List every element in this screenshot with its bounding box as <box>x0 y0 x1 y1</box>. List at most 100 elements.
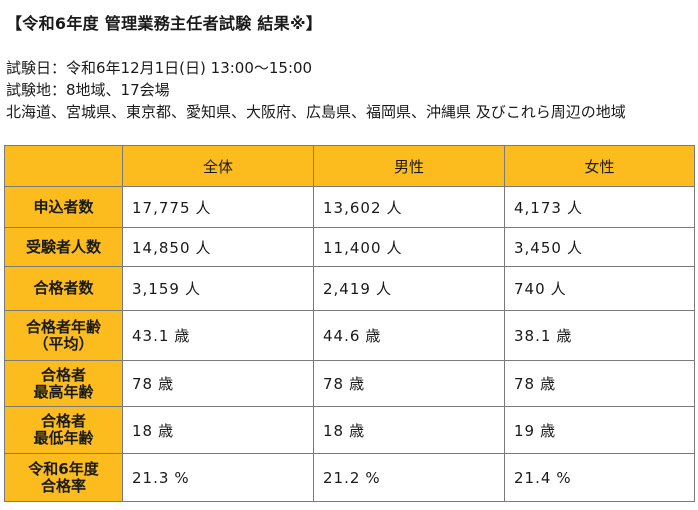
value: 17,775 <box>132 198 191 217</box>
value: 740 <box>514 280 546 298</box>
value-cell: 78 歳 <box>313 360 505 407</box>
row-label: 合格者 最低年齢 <box>4 406 123 454</box>
unit: 歳 <box>158 375 175 393</box>
table-row: 合格者 最低年齢 18 歳 18 歳 19 歳 <box>4 406 695 454</box>
exam-regions: 北海道、宮城県、東京都、愛知県、大阪府、広島県、福岡県、沖縄県 及びこれら周辺の… <box>6 103 626 121</box>
row-label: 合格者数 <box>4 266 123 311</box>
value-cell: 38.1 歳 <box>504 310 695 361</box>
value-cell: 2,419 人 <box>313 266 505 311</box>
exam-date: 試験日：令和6年12月1日(日) 13:00～15:00 <box>6 59 313 77</box>
unit: 人 <box>550 280 567 298</box>
row-label-line: 合格者 <box>40 412 86 430</box>
row-label-line: 合格者年齢 <box>25 317 101 336</box>
value: 78 <box>132 375 154 393</box>
header-female: 女性 <box>504 145 695 187</box>
header-male: 男性 <box>313 145 505 187</box>
value-cell: 18 歳 <box>313 406 505 454</box>
value-cell: 21.4% <box>504 453 695 502</box>
value: 21.2 <box>323 468 361 487</box>
row-label-line: 最低年齢 <box>33 429 94 447</box>
unit: 人 <box>386 198 403 217</box>
row-label: 申込者数 <box>4 186 123 228</box>
row-label-line: 受験者人数 <box>25 237 101 256</box>
row-label: 令和6年度 合格率 <box>4 453 123 502</box>
value: 3,159 <box>132 280 180 298</box>
row-label: 合格者年齢 （平均） <box>4 310 123 361</box>
value: 78 <box>323 375 345 393</box>
value: 2,419 <box>323 280 371 298</box>
unit: 人 <box>184 280 201 298</box>
value-cell: 11,400 人 <box>313 227 505 267</box>
header-all: 全体 <box>122 145 314 187</box>
row-label-line: 令和6年度 <box>28 459 99 478</box>
value-cell: 17,775 人 <box>122 186 314 228</box>
table-row: 申込者数 17,775 人 13,602 人 4,173 人 <box>4 186 695 228</box>
row-label-line: 最高年齢 <box>33 382 94 401</box>
unit: 人 <box>566 198 583 217</box>
value-cell: 4,173 人 <box>504 186 695 228</box>
header-row: 全体 男性 女性 <box>4 145 695 187</box>
value: 18 <box>132 421 154 440</box>
value: 44.6 <box>323 327 361 345</box>
unit: 歳 <box>158 421 175 440</box>
exam-info: 試験日：令和6年12月1日(日) 13:00～15:00 試験地：8地域、17会… <box>6 57 626 123</box>
unit: 歳 <box>365 327 382 345</box>
unit: 人 <box>195 198 212 217</box>
value: 38.1 <box>514 327 552 345</box>
value-cell: 43.1 歳 <box>122 310 314 361</box>
results-table: 全体 男性 女性 申込者数 17,775 人 13,602 人 4,173 人 受験者… <box>4 145 695 502</box>
value-cell: 18 歳 <box>122 406 314 454</box>
row-label-line: 申込者数 <box>33 197 94 216</box>
value: 21.3 <box>132 468 170 487</box>
value-cell: 19 歳 <box>504 406 695 454</box>
table-row: 受験者人数 14,850 人 11,400 人 3,450 人 <box>4 227 695 267</box>
value-cell: 21.2% <box>313 453 505 502</box>
unit: 歳 <box>540 421 557 440</box>
value: 21.4 <box>514 468 552 487</box>
exam-sites: 試験地：8地域、17会場 <box>6 81 170 99</box>
value: 43.1 <box>132 327 170 345</box>
value: 19 <box>514 421 536 440</box>
unit: 歳 <box>349 421 366 440</box>
value-cell: 14,850 人 <box>122 227 314 267</box>
value-cell: 3,450 人 <box>504 227 695 267</box>
value-cell: 740 人 <box>504 266 695 311</box>
value-cell: 21.3% <box>122 453 314 502</box>
value: 78 <box>514 375 536 393</box>
unit: 人 <box>195 238 212 257</box>
row-label: 合格者 最高年齢 <box>4 360 123 407</box>
row-label: 受験者人数 <box>4 227 123 267</box>
corner-cell <box>4 145 123 187</box>
value: 13,602 <box>323 198 382 217</box>
value: 11,400 <box>323 238 382 257</box>
unit: 歳 <box>556 327 573 345</box>
unit: 人 <box>386 238 403 257</box>
value-cell: 3,159 人 <box>122 266 314 311</box>
value-cell: 78 歳 <box>504 360 695 407</box>
row-label-line: 合格率 <box>40 476 86 495</box>
row-label-line: 合格者 <box>40 365 86 384</box>
table-row: 合格者数 3,159 人 2,419 人 740 人 <box>4 266 695 311</box>
table-row: 合格者年齢 （平均） 43.1 歳 44.6 歳 38.1 歳 <box>4 310 695 361</box>
value: 18 <box>323 421 345 440</box>
table-row: 令和6年度 合格率 21.3% 21.2% 21.4% <box>4 453 695 502</box>
value: 14,850 <box>132 238 191 257</box>
row-label-line: （平均） <box>33 334 94 353</box>
unit: 歳 <box>540 375 557 393</box>
value-cell: 44.6 歳 <box>313 310 505 361</box>
unit: 歳 <box>174 327 191 345</box>
unit: % <box>365 468 381 487</box>
table-row: 合格者 最高年齢 78 歳 78 歳 78 歳 <box>4 360 695 407</box>
value-cell: 78 歳 <box>122 360 314 407</box>
value: 4,173 <box>514 198 562 217</box>
unit: 人 <box>566 238 583 257</box>
row-label-line: 合格者数 <box>33 279 94 297</box>
unit: 人 <box>375 280 392 298</box>
unit: 歳 <box>349 375 366 393</box>
unit: % <box>556 468 572 487</box>
page-title: 【令和6年度 管理業務主任者試験 結果※】 <box>6 14 323 33</box>
unit: % <box>174 468 190 487</box>
value: 3,450 <box>514 238 562 257</box>
value-cell: 13,602 人 <box>313 186 505 228</box>
